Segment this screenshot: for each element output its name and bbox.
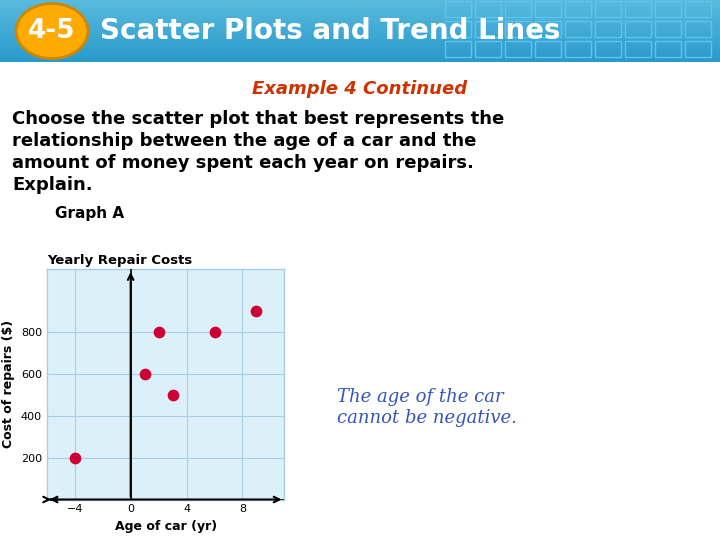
Bar	[0, 22, 720, 23]
Text: Explain.: Explain.	[12, 176, 93, 194]
Bar	[595, 1, 621, 17]
Bar	[0, 31, 720, 32]
Bar	[0, 18, 720, 20]
Text: Scatter Plots and Trend Lines: Scatter Plots and Trend Lines	[100, 17, 560, 45]
Bar	[0, 39, 720, 40]
Bar	[445, 41, 471, 57]
Ellipse shape	[16, 3, 88, 59]
Text: Holt Algebra 1: Holt Algebra 1	[11, 516, 124, 529]
Bar	[0, 23, 720, 25]
Bar	[685, 1, 711, 17]
Bar	[0, 14, 720, 16]
Bar	[0, 55, 720, 56]
Bar	[0, 0, 720, 2]
Point	[209, 328, 220, 336]
Bar	[505, 41, 531, 57]
Bar	[0, 11, 720, 12]
Text: amount of money spent each year on repairs.: amount of money spent each year on repai…	[12, 154, 474, 172]
Bar	[0, 28, 720, 30]
Bar	[0, 34, 720, 36]
Bar	[0, 57, 720, 59]
Point	[153, 328, 164, 336]
Text: Choose the scatter plot that best represents the: Choose the scatter plot that best repres…	[12, 110, 504, 128]
Bar	[0, 56, 720, 57]
Bar	[0, 48, 720, 50]
Text: Yearly Repair Costs: Yearly Repair Costs	[47, 254, 192, 267]
Bar	[0, 30, 720, 31]
Bar	[505, 21, 531, 37]
Point	[69, 453, 81, 462]
Bar	[0, 8, 720, 9]
Bar	[0, 51, 720, 53]
Bar	[655, 41, 681, 57]
Bar	[535, 1, 561, 17]
Bar	[0, 46, 720, 48]
Bar	[535, 21, 561, 37]
Bar	[0, 26, 720, 28]
Bar	[595, 21, 621, 37]
Bar	[475, 21, 501, 37]
Y-axis label: Cost of repairs ($): Cost of repairs ($)	[2, 320, 15, 448]
Bar	[0, 53, 720, 55]
Bar	[0, 37, 720, 39]
Bar	[0, 44, 720, 45]
Bar	[625, 1, 651, 17]
Bar	[535, 41, 561, 57]
Bar	[625, 21, 651, 37]
Text: relationship between the age of a car and the: relationship between the age of a car an…	[12, 132, 477, 150]
Bar	[0, 59, 720, 60]
Bar	[0, 16, 720, 17]
Bar	[565, 21, 591, 37]
Bar	[0, 6, 720, 8]
Bar	[445, 21, 471, 37]
Point	[167, 390, 179, 399]
Bar	[0, 36, 720, 37]
Bar	[0, 12, 720, 14]
Bar	[0, 25, 720, 26]
Bar	[685, 41, 711, 57]
Text: Example 4 Continued: Example 4 Continued	[253, 80, 467, 98]
Bar	[655, 21, 681, 37]
Bar	[505, 1, 531, 17]
Text: Graph A: Graph A	[55, 206, 124, 221]
Text: The age of the car
cannot be negative.: The age of the car cannot be negative.	[337, 388, 516, 427]
Bar	[0, 32, 720, 34]
Bar	[0, 40, 720, 42]
Bar	[655, 1, 681, 17]
Bar	[685, 21, 711, 37]
X-axis label: Age of car (yr): Age of car (yr)	[114, 520, 217, 533]
Bar	[565, 1, 591, 17]
Point	[251, 307, 262, 315]
Bar	[0, 5, 720, 6]
Text: 4-5: 4-5	[28, 18, 76, 44]
Bar	[0, 2, 720, 3]
Bar	[0, 60, 720, 62]
Bar	[0, 9, 720, 11]
Bar	[625, 41, 651, 57]
Bar	[475, 41, 501, 57]
Bar	[0, 20, 720, 22]
Bar	[0, 50, 720, 51]
Bar	[595, 41, 621, 57]
Bar	[0, 17, 720, 18]
Text: Copyright © by Holt, Rinehart and Winston.  All Rights Reserved.: Copyright © by Holt, Rinehart and Winsto…	[391, 517, 709, 528]
Bar	[0, 3, 720, 5]
Bar	[475, 1, 501, 17]
Bar	[445, 1, 471, 17]
Bar	[0, 45, 720, 46]
Bar	[565, 41, 591, 57]
Point	[139, 369, 150, 378]
Bar	[0, 42, 720, 44]
